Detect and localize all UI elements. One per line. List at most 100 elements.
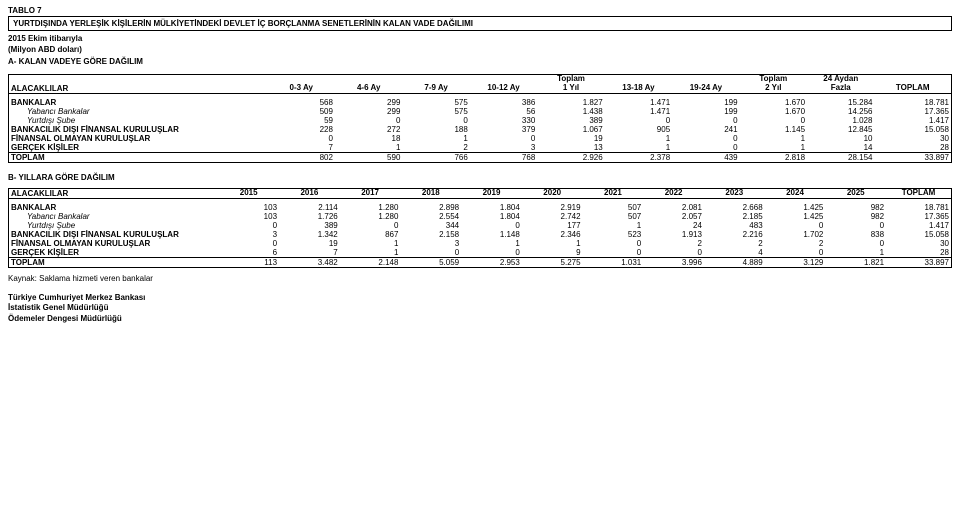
cell: 7 [279, 248, 340, 258]
cell: 0 [218, 221, 279, 230]
cell: 3.996 [643, 257, 704, 267]
cell: 2 [704, 239, 765, 248]
cell: 18.781 [886, 203, 951, 212]
cell: 228 [268, 125, 335, 134]
cell: 30 [886, 239, 951, 248]
cell: 0 [470, 134, 537, 143]
cell: 2 [402, 143, 469, 153]
cell: 2.148 [340, 257, 401, 267]
cell: 103 [218, 212, 279, 221]
cell: 507 [583, 212, 644, 221]
row-label: Yabancı Bankalar [9, 107, 268, 116]
col-header: 2025 [825, 189, 886, 199]
cell: 509 [268, 107, 335, 116]
cell: 523 [583, 230, 644, 239]
col-header: 7-9 Ay [402, 84, 469, 94]
page: TABLO 7 YURTDIŞINDA YERLEŞİK KİŞİLERİN M… [0, 0, 960, 330]
col-header [874, 75, 951, 84]
cell: 1.804 [461, 203, 522, 212]
cell: 5.275 [522, 257, 583, 267]
cell: 0 [268, 134, 335, 143]
cell: 17.365 [886, 212, 951, 221]
cell: 1.280 [340, 212, 401, 221]
cell: 2.158 [400, 230, 461, 239]
cell: 3 [218, 230, 279, 239]
footer-line: İstatistik Genel Müdürlüğü [8, 303, 952, 313]
cell: 838 [825, 230, 886, 239]
cell: 188 [402, 125, 469, 134]
cell: 2.185 [704, 212, 765, 221]
cell: 1.031 [583, 257, 644, 267]
col-header [605, 75, 672, 84]
cell: 389 [279, 221, 340, 230]
cell: 19 [537, 134, 604, 143]
cell: 1 [740, 143, 807, 153]
col-header: 2021 [583, 189, 644, 199]
cell: 1.821 [825, 257, 886, 267]
cell: 2.346 [522, 230, 583, 239]
row-label: GERÇEK KİŞİLER [9, 143, 268, 153]
cell: 1 [402, 134, 469, 143]
cell: 4.889 [704, 257, 765, 267]
cell: 0 [672, 143, 739, 153]
cell: 13 [537, 143, 604, 153]
cell: 28 [886, 248, 951, 258]
cell: 0 [335, 116, 402, 125]
cell: 1 [605, 143, 672, 153]
cell: 2.081 [643, 203, 704, 212]
row-label: GERÇEK KİŞİLER [9, 248, 218, 258]
cell: 0 [583, 248, 644, 258]
col-header: 2017 [340, 189, 401, 199]
col-header: 19-24 Ay [672, 84, 739, 94]
col-header: 10-12 Ay [470, 84, 537, 94]
cell: 2 [643, 239, 704, 248]
as-of-date: 2015 Ekim itibarıyla [8, 34, 952, 44]
cell: 1.438 [537, 107, 604, 116]
cell: 2.919 [522, 203, 583, 212]
col-header: 0-3 Ay [268, 84, 335, 94]
cell: 867 [340, 230, 401, 239]
footer-line: Ödemeler Dengesi Müdürlüğü [8, 314, 952, 324]
cell: 2 [765, 239, 826, 248]
cell: 1.342 [279, 230, 340, 239]
cell: 7 [268, 143, 335, 153]
sectionA-header: A- KALAN VADEYE GÖRE DAĞILIM [8, 57, 952, 66]
cell: 1.425 [765, 203, 826, 212]
sectionA-table-box: ToplamToplam24 AydanALACAKLILAR0-3 Ay4-6… [8, 74, 952, 163]
total-row: TOPLAM8025907667682.9262.3784392.81828.1… [9, 152, 951, 162]
cell: 0 [402, 116, 469, 125]
col-header: 2016 [279, 189, 340, 199]
cell: 2.378 [605, 152, 672, 162]
table-row: GERÇEK KİŞİLER6710090040128 [9, 248, 951, 258]
cell: 982 [825, 203, 886, 212]
cell: 2.114 [279, 203, 340, 212]
cell: 2.216 [704, 230, 765, 239]
cell: 1.471 [605, 107, 672, 116]
cell: 103 [218, 203, 279, 212]
cell: 18 [335, 134, 402, 143]
col-header [268, 75, 335, 84]
cell: 0 [672, 134, 739, 143]
cell: 9 [522, 248, 583, 258]
row-label: BANKALAR [9, 203, 218, 212]
table-row: Yabancı Bankalar509299575561.4381.471199… [9, 107, 951, 116]
cell: 2.057 [643, 212, 704, 221]
footer-line: Türkiye Cumhuriyet Merkez Bankası [8, 293, 952, 303]
cell: 1.670 [740, 98, 807, 107]
cell: 28.154 [807, 152, 874, 162]
cell: 59 [268, 116, 335, 125]
col-header: 4-6 Ay [335, 84, 402, 94]
col-header: 2018 [400, 189, 461, 199]
cell: 199 [672, 98, 739, 107]
cell: 3.129 [765, 257, 826, 267]
cell: 386 [470, 98, 537, 107]
col-header [470, 75, 537, 84]
table-row: Yurtdışı Şube59003303890001.0281.417 [9, 116, 951, 125]
cell: 1 [605, 134, 672, 143]
cell: 1.148 [461, 230, 522, 239]
table-row: BANKACILIK DIŞI FİNANSAL KURULUŞLAR31.34… [9, 230, 951, 239]
col-header: TOPLAM [886, 189, 951, 199]
row-label: BANKACILIK DIŞI FİNANSAL KURULUŞLAR [9, 125, 268, 134]
table-row: BANKACILIK DIŞI FİNANSAL KURULUŞLAR22827… [9, 125, 951, 134]
col-header: Toplam [740, 75, 807, 84]
